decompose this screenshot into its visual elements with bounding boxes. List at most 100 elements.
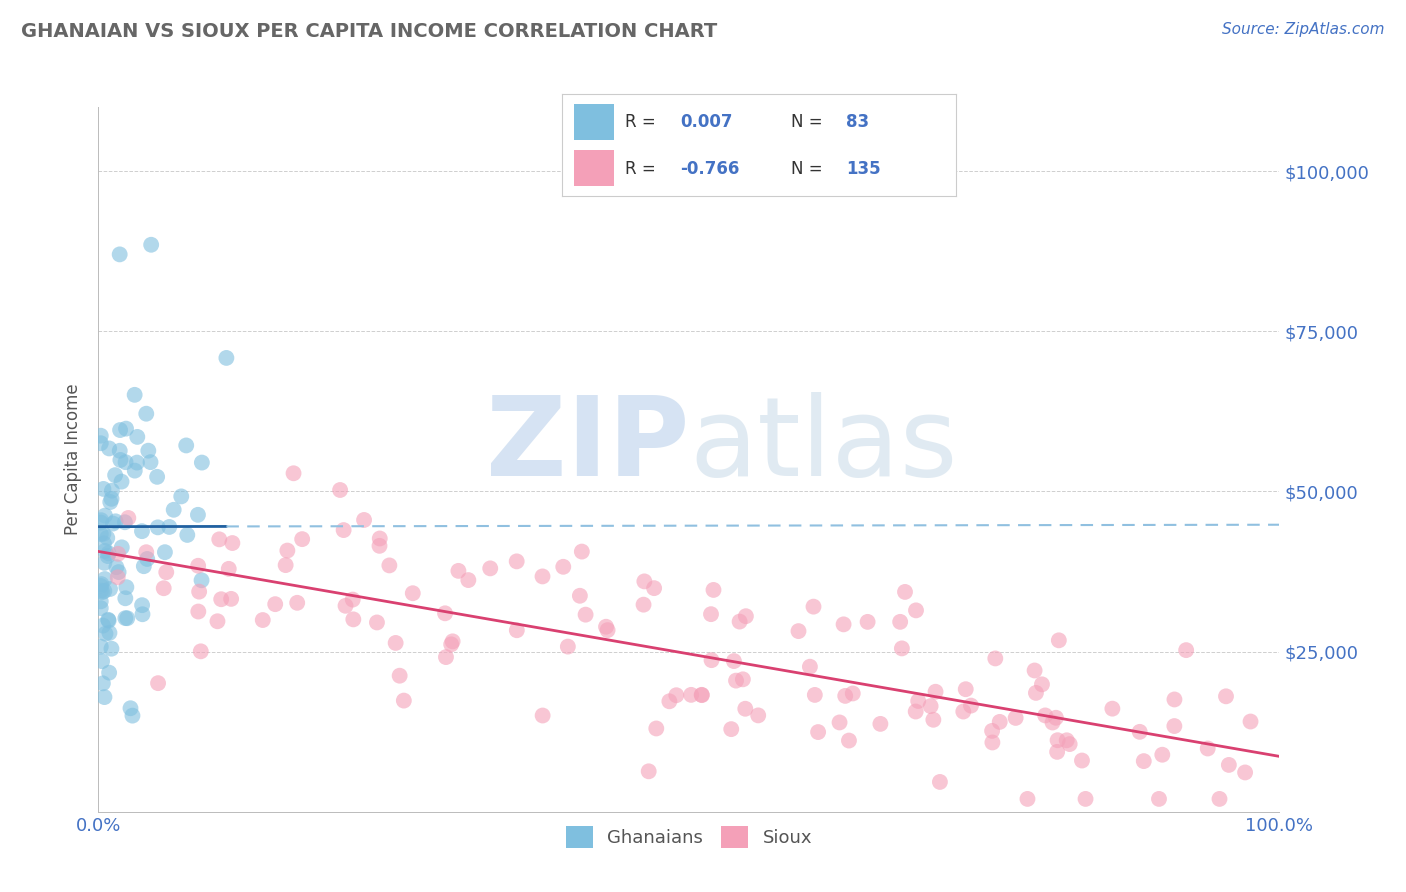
Point xyxy=(787,624,810,639)
Point xyxy=(1059,737,1081,751)
Point xyxy=(728,615,751,629)
Point xyxy=(734,702,756,716)
Point xyxy=(131,524,153,538)
Point xyxy=(1071,754,1094,768)
Point xyxy=(981,723,1004,738)
Point xyxy=(100,491,122,506)
Point xyxy=(434,650,457,665)
Point xyxy=(803,599,825,614)
Point xyxy=(1045,711,1067,725)
Point xyxy=(100,641,122,656)
Point xyxy=(595,620,617,634)
Point xyxy=(724,673,747,688)
Bar xyxy=(574,150,613,186)
Point xyxy=(117,611,139,625)
Point xyxy=(107,547,129,561)
Point xyxy=(1056,733,1078,747)
Point xyxy=(90,594,112,608)
Text: 0.007: 0.007 xyxy=(681,113,733,131)
Point xyxy=(1046,745,1069,759)
Point xyxy=(219,591,242,606)
Point xyxy=(842,686,865,700)
Text: Source: ZipAtlas.com: Source: ZipAtlas.com xyxy=(1222,22,1385,37)
Point xyxy=(1025,686,1047,700)
Point xyxy=(645,722,668,736)
Point xyxy=(1004,711,1026,725)
Text: 83: 83 xyxy=(846,113,869,131)
Point xyxy=(124,464,146,478)
Point xyxy=(115,580,138,594)
Point xyxy=(804,688,827,702)
Point xyxy=(120,701,142,715)
Point xyxy=(1147,792,1170,806)
Point xyxy=(856,615,879,629)
Point xyxy=(190,644,212,658)
Point xyxy=(568,589,591,603)
Point xyxy=(94,544,117,558)
Point xyxy=(132,559,155,574)
Point xyxy=(93,690,115,705)
Point xyxy=(1234,765,1257,780)
Point xyxy=(136,443,159,458)
Point xyxy=(146,520,169,534)
Point xyxy=(90,513,112,527)
Point xyxy=(690,688,713,702)
Point xyxy=(98,582,121,596)
Point xyxy=(1046,733,1069,747)
Point xyxy=(807,725,830,739)
Point xyxy=(665,688,688,702)
Point xyxy=(187,508,209,522)
Point xyxy=(174,438,197,452)
Point xyxy=(1163,719,1185,733)
Point xyxy=(1047,633,1070,648)
Point xyxy=(1024,664,1046,678)
Point xyxy=(124,388,146,402)
Point xyxy=(139,455,162,469)
Point xyxy=(163,503,186,517)
Text: R =: R = xyxy=(626,113,657,131)
Point xyxy=(690,688,713,702)
Point xyxy=(702,582,724,597)
Point xyxy=(157,520,180,534)
Y-axis label: Per Capita Income: Per Capita Income xyxy=(65,384,83,535)
Point xyxy=(384,636,406,650)
Point xyxy=(110,453,132,467)
Point xyxy=(107,570,129,584)
Point xyxy=(368,539,391,553)
Point xyxy=(276,543,298,558)
Point xyxy=(285,596,308,610)
Point xyxy=(91,585,114,599)
Point xyxy=(141,237,163,252)
Point xyxy=(125,456,148,470)
Point xyxy=(1208,792,1230,806)
Point xyxy=(905,603,928,617)
Point xyxy=(98,665,121,680)
Point xyxy=(221,536,243,550)
Point xyxy=(506,624,529,638)
Point xyxy=(633,598,655,612)
Point xyxy=(1129,724,1152,739)
Point xyxy=(981,735,1004,749)
Point xyxy=(457,573,479,587)
Point xyxy=(441,634,464,648)
Point xyxy=(98,495,121,509)
Point xyxy=(828,715,851,730)
Point xyxy=(93,556,115,570)
Point xyxy=(104,514,127,528)
Point xyxy=(342,592,364,607)
Text: 135: 135 xyxy=(846,160,880,178)
Point xyxy=(1163,692,1185,706)
Point xyxy=(98,442,121,456)
Point xyxy=(101,516,124,531)
Point xyxy=(799,659,821,673)
Point xyxy=(146,470,169,484)
Point xyxy=(131,607,153,622)
Point xyxy=(1101,701,1123,715)
Point xyxy=(440,637,463,651)
Point xyxy=(90,640,112,654)
Point xyxy=(97,613,120,627)
Point xyxy=(209,592,232,607)
Point xyxy=(1074,792,1097,806)
Bar xyxy=(574,104,613,140)
Point xyxy=(115,422,138,436)
